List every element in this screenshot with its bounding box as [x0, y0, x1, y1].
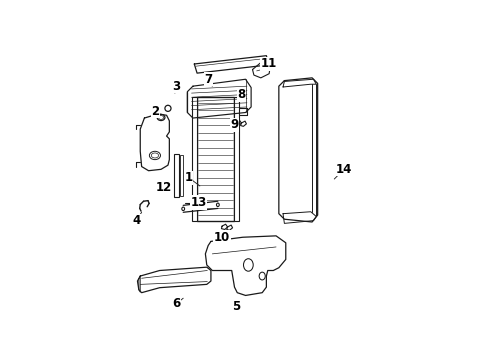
Text: 8: 8 [237, 88, 245, 101]
Text: 2: 2 [151, 105, 160, 118]
Bar [174, 154, 179, 197]
Text: 4: 4 [132, 214, 140, 227]
Polygon shape [279, 78, 318, 222]
Text: 11: 11 [261, 58, 277, 71]
Polygon shape [205, 236, 286, 296]
Polygon shape [140, 114, 170, 171]
Bar [192, 97, 197, 221]
Polygon shape [195, 56, 269, 73]
Polygon shape [235, 120, 242, 126]
Polygon shape [241, 121, 246, 126]
Ellipse shape [157, 114, 165, 121]
Ellipse shape [165, 105, 171, 111]
Polygon shape [227, 225, 233, 230]
Polygon shape [252, 63, 270, 78]
Ellipse shape [217, 203, 219, 207]
Polygon shape [138, 267, 211, 293]
Text: 7: 7 [204, 73, 212, 86]
Text: 13: 13 [190, 196, 207, 209]
Text: 10: 10 [214, 231, 230, 244]
Text: 1: 1 [185, 171, 193, 184]
Polygon shape [283, 79, 316, 87]
Polygon shape [139, 276, 140, 292]
Text: 12: 12 [156, 181, 172, 194]
Polygon shape [283, 212, 316, 223]
Ellipse shape [182, 207, 185, 211]
Bar [235, 97, 240, 221]
Text: 9: 9 [230, 118, 239, 131]
Bar [197, 97, 235, 221]
Bar [180, 155, 183, 196]
Ellipse shape [149, 151, 161, 159]
Ellipse shape [259, 272, 265, 280]
Text: 5: 5 [232, 300, 240, 313]
Ellipse shape [151, 153, 159, 158]
Text: 14: 14 [336, 163, 352, 176]
Polygon shape [187, 79, 251, 118]
Ellipse shape [244, 259, 253, 271]
Polygon shape [221, 224, 227, 229]
Text: 3: 3 [172, 80, 180, 93]
Ellipse shape [159, 116, 164, 120]
Text: 6: 6 [172, 297, 180, 310]
